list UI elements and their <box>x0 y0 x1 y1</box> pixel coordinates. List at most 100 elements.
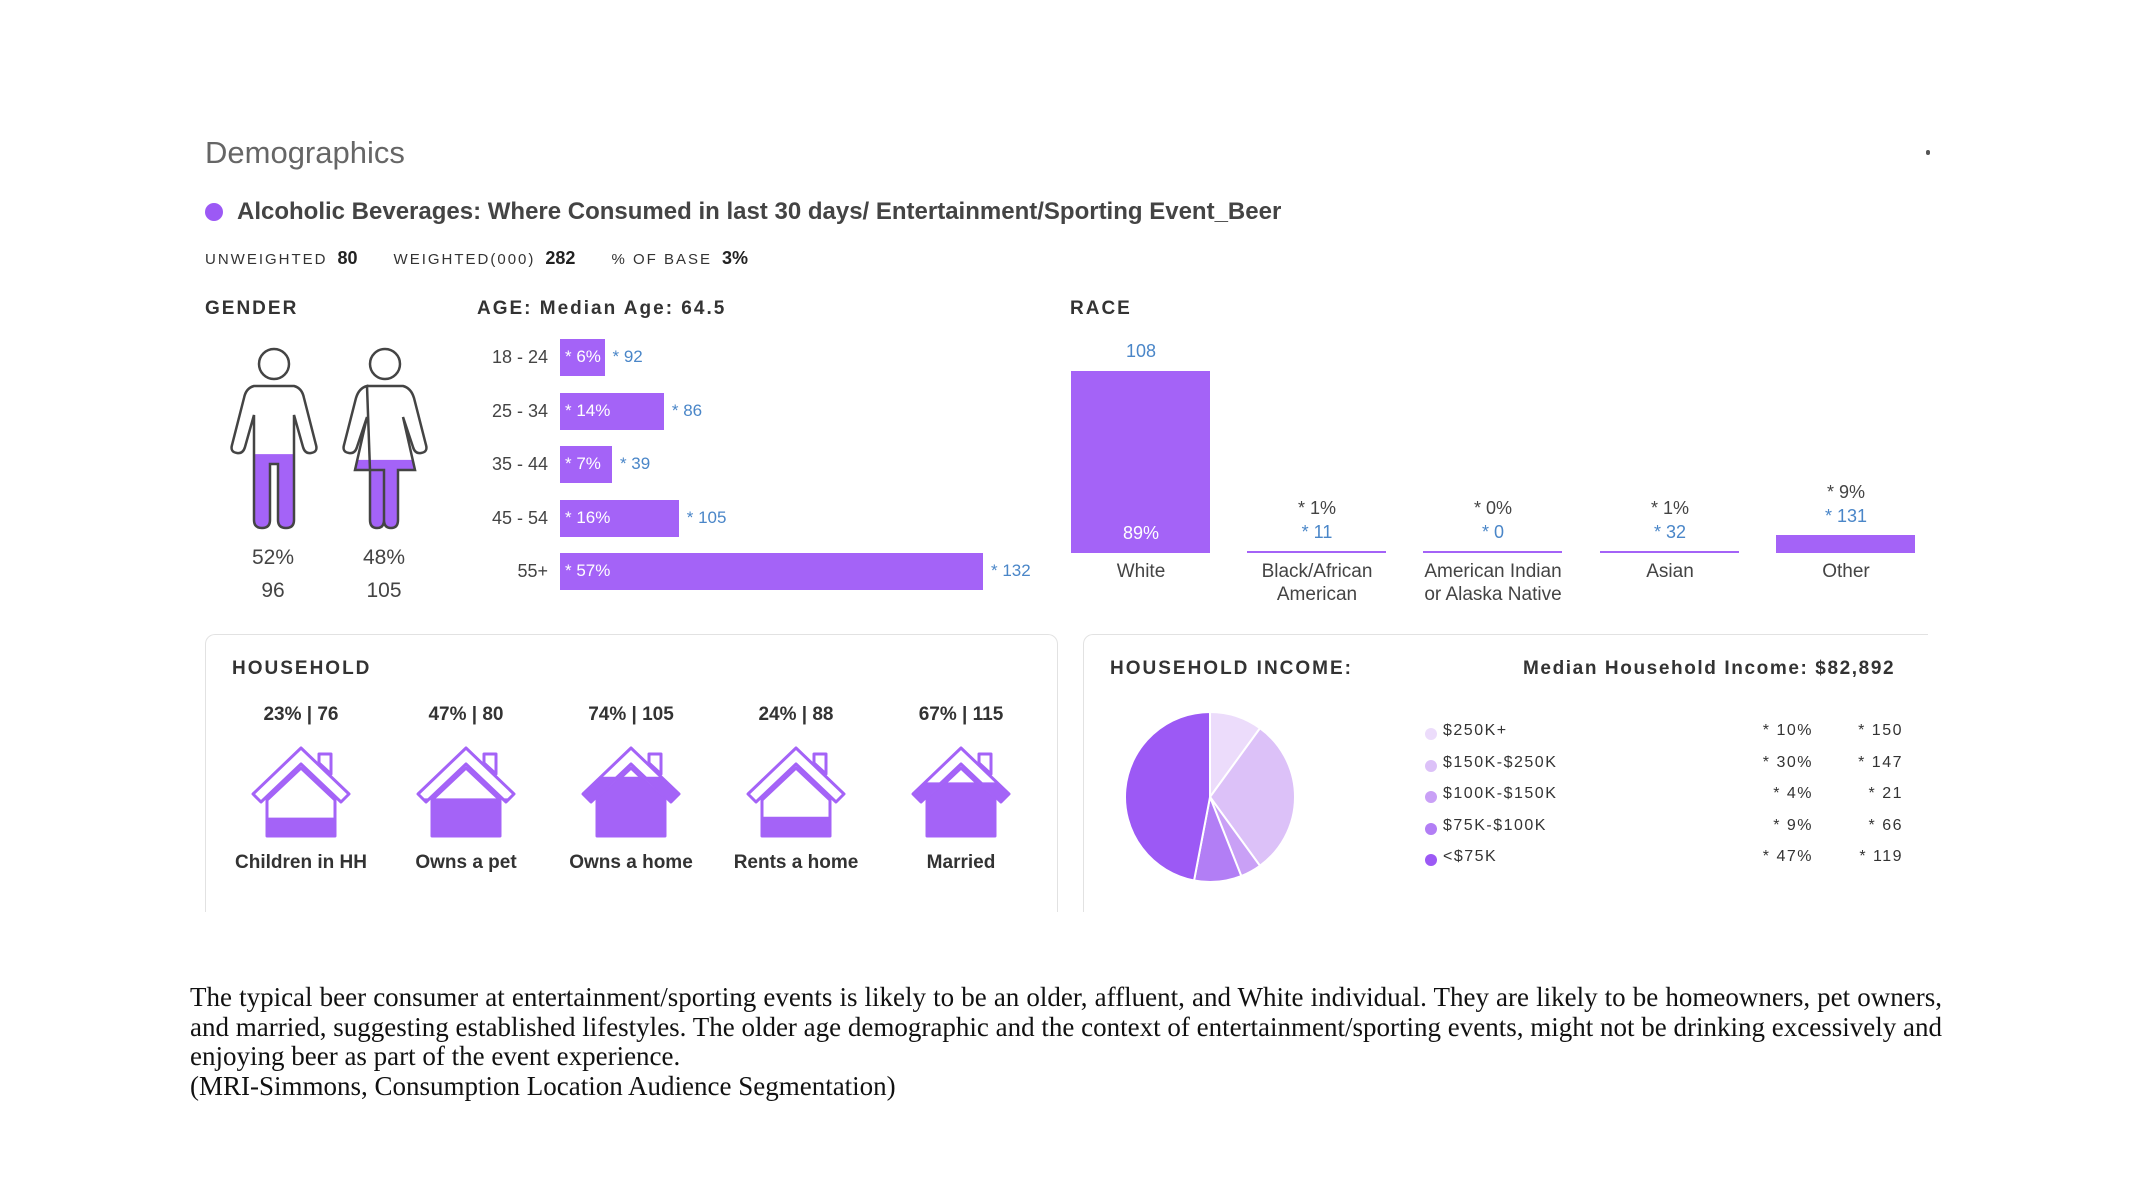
house-icon <box>746 746 846 838</box>
income-bracket-label: $250K+ <box>1443 722 1508 739</box>
age-index-label: * 39 <box>619 454 651 473</box>
house-icon <box>251 746 351 838</box>
house-icon <box>416 746 516 838</box>
household-label: Owns a pet <box>415 852 517 873</box>
age-pct-label: * 16% <box>565 507 611 527</box>
age-index-label: * 86 <box>671 400 703 420</box>
audience-color-dot <box>205 203 223 221</box>
house-icon <box>581 746 681 838</box>
age-index-label: * 105 <box>686 507 727 527</box>
age-range-label: 55+ <box>517 561 548 581</box>
household-panel <box>205 634 1058 912</box>
base-label: % OF BASE <box>611 251 712 268</box>
legend-swatch <box>1425 791 1437 803</box>
age-range-label: 35 - 44 <box>491 454 548 474</box>
income-index: * 147 <box>1858 753 1903 771</box>
race-bar <box>1071 371 1210 553</box>
age-heading: AGE: Median Age: 64.5 <box>477 298 727 319</box>
unweighted-label: UNWEIGHTED <box>205 251 328 268</box>
income-pct: * 9% <box>1773 816 1813 834</box>
household-label: Owns a home <box>569 852 693 873</box>
race-pct-label: 89% <box>1122 523 1160 543</box>
race-index-label: * 0 <box>1481 522 1505 542</box>
legend-swatch <box>1425 822 1437 835</box>
household-value: 47% | 80 <box>428 704 504 725</box>
unweighted-value: 80 <box>337 248 358 268</box>
race-bar <box>1600 550 1739 553</box>
page-title: Demographics <box>205 135 405 170</box>
race-heading: RACE <box>1070 298 1132 319</box>
household-value: 67% | 115 <box>918 704 1004 725</box>
race-pct-label: * 1% <box>1297 497 1337 518</box>
male-index: 96 <box>261 579 285 602</box>
race-index-label: * 32 <box>1653 521 1687 542</box>
age-index-label: * 132 <box>991 561 1031 580</box>
income-legend-row: $100K-$150K * 4% * 21 <box>1423 785 1903 811</box>
male-icon <box>230 347 318 530</box>
source-citation: (MRI-Simmons, Consumption Location Audie… <box>190 1070 896 1101</box>
income-pct: * 4% <box>1773 785 1813 802</box>
age-bar <box>560 499 679 537</box>
weighted-value: 282 <box>545 248 576 268</box>
income-bracket-label: $150K-$250K <box>1443 753 1558 771</box>
income-index: * 119 <box>1859 848 1903 865</box>
summary-paragraph: The typical beer consumer at entertainme… <box>190 982 1942 1071</box>
age-range-label: 25 - 34 <box>491 400 548 421</box>
race-index-label: * 11 <box>1301 521 1333 542</box>
race-category-label-line2: or Alaska Native <box>1424 584 1562 605</box>
age-pct-label: * 57% <box>565 561 611 580</box>
audience-label: Alcoholic Beverages: Where Consumed in l… <box>237 198 1282 225</box>
female-icon <box>342 347 428 530</box>
income-pie-chart <box>1124 710 1296 883</box>
legend-swatch <box>1425 759 1437 772</box>
race-index-label: * 131 <box>1824 505 1868 526</box>
income-index: * 150 <box>1858 722 1903 739</box>
income-panel <box>1083 634 1928 912</box>
legend-swatch <box>1425 728 1437 740</box>
race-category-label-line2: American <box>1276 584 1358 605</box>
male-pct: 52% <box>251 546 295 569</box>
household-value: 74% | 105 <box>588 704 674 725</box>
household-heading: HOUSEHOLD <box>232 658 372 679</box>
race-index-label: 108 <box>1125 341 1157 361</box>
base-value: 3% <box>721 248 748 268</box>
income-legend-row: <$75K * 47% * 119 <box>1423 848 1903 874</box>
audience-legend: Alcoholic Beverages: Where Consumed in l… <box>205 198 1281 226</box>
age-pct-label: * 7% <box>565 454 601 473</box>
age-bar <box>560 392 664 430</box>
income-legend-row: $250K+ * 10% * 150 <box>1423 722 1903 748</box>
race-pct-label: * 9% <box>1826 481 1866 502</box>
household-label: Children in HH <box>235 852 367 873</box>
house-icon <box>911 746 1011 838</box>
income-pct: * 10% <box>1762 722 1813 739</box>
income-legend-row: $75K-$100K * 9% * 66 <box>1423 817 1903 843</box>
race-category-label: American Indian <box>1424 561 1562 582</box>
age-range-label: 45 - 54 <box>491 507 548 528</box>
income-heading: HOUSEHOLD INCOME: <box>1110 658 1353 679</box>
race-category-label: Black/African <box>1261 561 1373 582</box>
summary-text-block: The typical beer consumer at entertainme… <box>190 982 1942 1101</box>
race-pct-label: * 0% <box>1473 498 1513 518</box>
gender-heading: GENDER <box>205 298 299 319</box>
race-bar <box>1423 551 1562 553</box>
race-bar <box>1776 534 1915 553</box>
race-category-label: Asian <box>1646 561 1694 582</box>
age-pct-label: * 14% <box>565 400 611 420</box>
female-pct: 48% <box>362 546 406 569</box>
income-bracket-label: <$75K <box>1443 848 1498 865</box>
age-range-label: 18 - 24 <box>491 347 548 367</box>
income-legend-row: $150K-$250K * 30% * 147 <box>1423 754 1903 780</box>
age-pct-label: * 6% <box>565 347 601 366</box>
weighted-label: WEIGHTED(000) <box>393 251 536 268</box>
race-category-label: White <box>1116 561 1166 582</box>
menu-dot-icon[interactable] <box>1926 150 1930 155</box>
household-value: 23% | 76 <box>263 704 339 725</box>
legend-swatch <box>1425 854 1437 866</box>
race-category-label: Other <box>1822 561 1870 582</box>
female-index: 105 <box>366 579 402 602</box>
race-bar <box>1247 550 1386 553</box>
income-index: * 66 <box>1868 816 1903 834</box>
household-label: Rents a home <box>733 852 859 873</box>
age-index-label: * 92 <box>612 347 643 366</box>
race-pct-label: * 1% <box>1650 497 1690 518</box>
